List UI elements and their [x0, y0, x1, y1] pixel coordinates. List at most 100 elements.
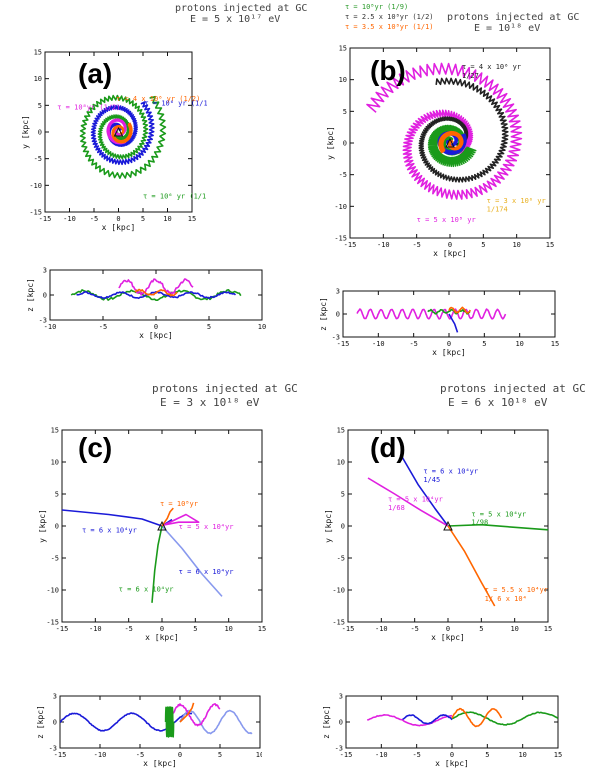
x-tick-label: 10: [163, 215, 171, 223]
series-line-orange: [451, 707, 503, 728]
gc-marker: [157, 520, 167, 531]
series-line-orange: [448, 306, 471, 314]
header-b-line2: E = 10¹⁸ eV: [474, 23, 541, 34]
y-axis-label: y [kpc]: [22, 115, 30, 149]
x-tick-label: -10: [94, 751, 107, 759]
annotation-label: τ = 4 x 10⁶ yr: [462, 63, 521, 71]
y-tick-label: 10: [337, 459, 345, 467]
y-tick-label: -15: [46, 619, 59, 627]
y-tick-label: 0: [38, 129, 42, 137]
y-tick-label: 5: [38, 102, 42, 110]
series-line-orange: [179, 702, 195, 723]
y-tick-label: 0: [339, 719, 343, 727]
header-b-line1: protons injected at GC: [447, 12, 580, 23]
chart-d-xz: -15 -10 -5 0 5 10 15 -3 0 3 x [kpc] z [kpc]: [322, 693, 562, 769]
x-tick-label: -15: [342, 625, 355, 633]
x-tick-label: 15: [258, 625, 266, 633]
x-tick-label: 15: [188, 215, 196, 223]
y-tick-label: 5: [55, 491, 59, 499]
series-line-orange: [134, 288, 178, 297]
x-tick-label: 0: [116, 215, 120, 223]
annotation-label: τ = 5 x 10⁴yr: [471, 510, 526, 518]
x-axis-label: x [kpc]: [145, 633, 179, 642]
x-tick-label: -5: [412, 241, 420, 249]
series-line-orange: [111, 122, 133, 144]
series-line-black: [418, 77, 509, 183]
plot-frame: [49, 269, 263, 321]
y-tick-label: 5: [341, 491, 345, 499]
x-tick-label: 5: [207, 323, 211, 331]
x-tick-label: 10: [258, 323, 266, 331]
gc-marker: [443, 520, 453, 531]
y-tick-label: 0: [343, 140, 347, 148]
y-tick-label: -5: [337, 555, 345, 563]
header-d-line1: protons injected at GC: [440, 382, 586, 395]
x-axis-label: x [kpc]: [143, 759, 177, 768]
x-tick-label: 5: [481, 241, 485, 249]
y-axis-label: y [kpc]: [38, 509, 47, 543]
series-line-magenta: [367, 714, 453, 727]
y-tick-label: 0: [336, 311, 340, 319]
annotation-label: τ = 10⁸yr: [160, 500, 198, 508]
series-line-green: [151, 525, 163, 603]
x-axis-label: x [kpc]: [139, 331, 173, 340]
annotation-label: τ = 10⁶ yr (1/11): [143, 193, 207, 201]
x-tick-label: -10: [377, 241, 390, 249]
x-tick-label: 10: [224, 625, 232, 633]
annotation-label: τ = 10⁸yr (1/2): [57, 104, 120, 112]
x-tick-label: 0: [154, 323, 158, 331]
chart-a-xz: -10 -5 0 5 10 -3 0 3 x [kpc] z [kpc]: [26, 267, 266, 341]
header-a-line1: protons injected at GC: [175, 3, 308, 14]
chart-c-xz: -15 -10 -5 0 5 10 -3 0 3 x [kpc] z [kpc]: [36, 693, 262, 769]
series-line-magenta: [171, 703, 221, 727]
x-tick-label: 5: [218, 751, 222, 759]
y-tick-label: 3: [339, 693, 343, 701]
x-tick-label: -10: [63, 215, 76, 223]
y-tick-label: 3: [43, 267, 47, 275]
annotation-label: τ = 6 x 10⁴yr: [119, 585, 174, 593]
y-tick-label: 10: [51, 459, 59, 467]
annotation-label: 1/45: [423, 476, 440, 484]
series-line-blue: [62, 509, 173, 527]
y-tick-label: 10: [339, 76, 347, 84]
series-line-lightblue: [179, 709, 253, 735]
x-tick-label: 10: [256, 751, 262, 759]
legend-b-item-3: τ = 3.5 x 10⁸yr (1/1): [345, 23, 434, 31]
x-tick-label: -10: [375, 751, 388, 759]
annotation-label: τ = 5 x 10⁴yr: [179, 523, 234, 531]
y-tick-label: 15: [34, 49, 42, 57]
panel-label-c: (c): [78, 432, 113, 463]
x-axis-label: x [kpc]: [433, 249, 467, 258]
y-tick-label: -15: [334, 235, 347, 243]
y-tick-label: -15: [332, 619, 345, 627]
y-tick-label: 15: [51, 427, 59, 435]
y-tick-label: -5: [34, 155, 42, 163]
header-c-line1: protons injected at GC: [152, 382, 298, 395]
panel-label-d: (d): [370, 432, 406, 463]
x-tick-label: 0: [160, 625, 164, 633]
annotation-label: τ = 6 x 10⁴yr: [423, 468, 478, 476]
y-tick-label: -10: [332, 587, 345, 595]
series-line-magenta: [118, 278, 194, 296]
y-tick-label: -10: [334, 203, 347, 211]
series-line-orange: [438, 130, 464, 154]
x-tick-label: -15: [56, 625, 69, 633]
series-line-blue: [90, 101, 155, 166]
x-tick-label: 15: [544, 625, 552, 633]
y-tick-label: 10: [34, 75, 42, 83]
x-tick-label: 0: [178, 751, 182, 759]
x-tick-label: -15: [337, 340, 350, 348]
header-c-line2: E = 3 x 10¹⁸ eV: [160, 396, 260, 409]
y-tick-label: 3: [53, 693, 57, 701]
y-tick-label: 0: [43, 292, 47, 300]
annotation-label: τ = 6 x 10⁴yr: [82, 526, 137, 534]
x-tick-label: 0: [448, 241, 452, 249]
x-tick-label: -10: [44, 323, 57, 331]
series-line-blue: [448, 313, 459, 333]
annotation-label: 1/98: [471, 519, 488, 527]
gc-marker: [113, 126, 124, 137]
x-tick-label: 10: [515, 340, 523, 348]
series-line-magenta: [366, 62, 523, 200]
annotation-label: τ = 4 x 10⁶ yr (1/2): [116, 95, 200, 103]
annotation-label: τ = 6 x 10⁴yr: [179, 568, 234, 576]
